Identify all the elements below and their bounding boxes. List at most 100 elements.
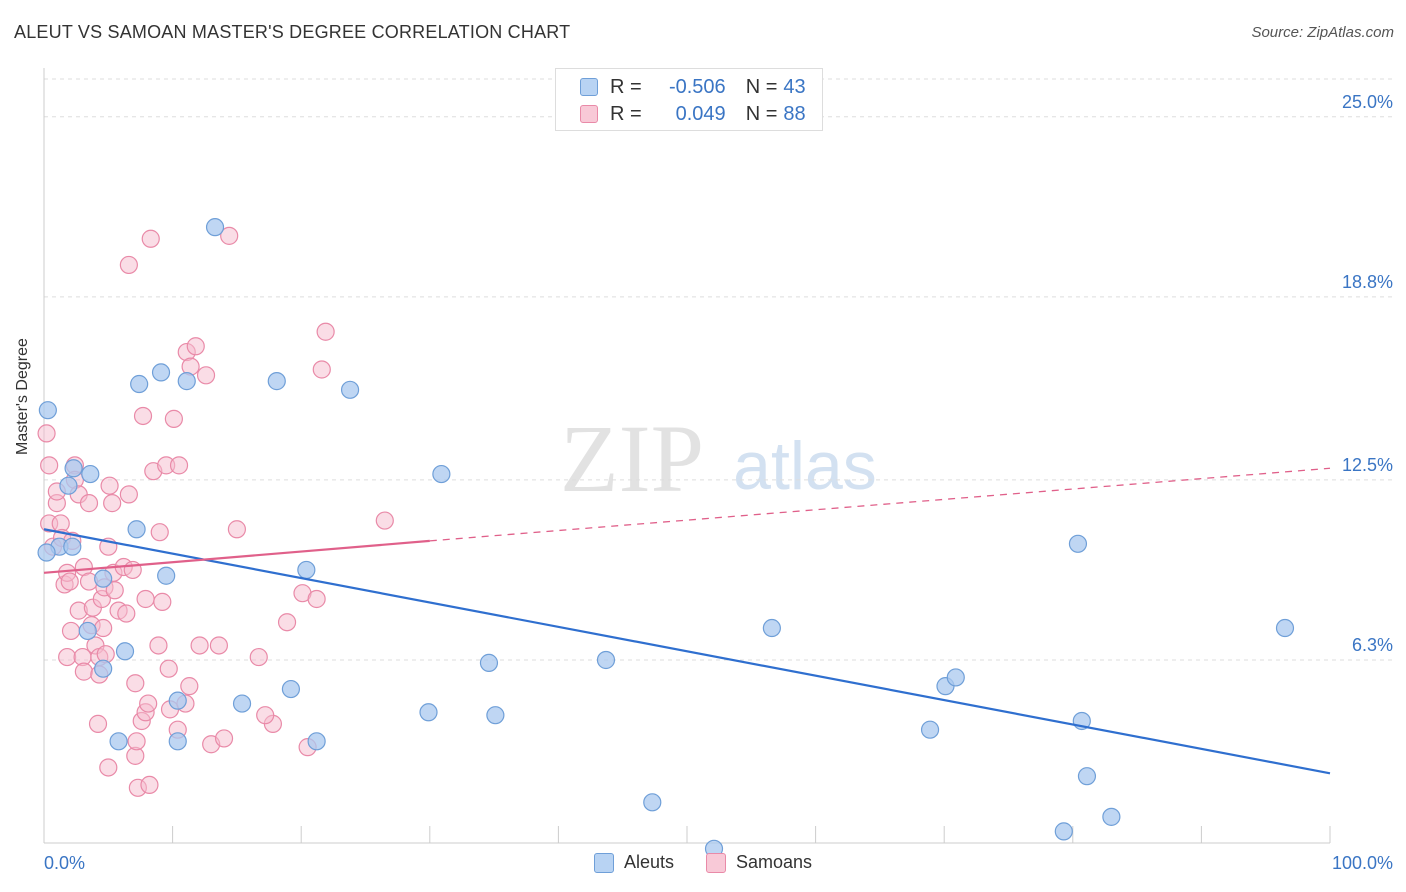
samoan-legend-swatch bbox=[705, 852, 726, 873]
legend-row-samoans: R = 0.049 N = 88 bbox=[580, 102, 806, 126]
trend-lines bbox=[43, 467, 1331, 775]
aleut-points bbox=[37, 218, 1295, 858]
samoan-point bbox=[127, 732, 146, 751]
samoan-point bbox=[186, 337, 205, 356]
samoan-point bbox=[60, 572, 79, 591]
samoan-point bbox=[103, 494, 122, 513]
x-tick-label: 0.0% bbox=[44, 853, 85, 873]
aleut-point bbox=[1077, 767, 1097, 786]
samoan-point bbox=[256, 706, 275, 725]
watermark-atlas: atlas bbox=[733, 428, 877, 504]
legend-item-aleuts: Aleuts bbox=[593, 852, 674, 873]
aleut-point bbox=[232, 694, 252, 713]
samoan-point bbox=[164, 409, 183, 428]
samoan-point bbox=[227, 520, 246, 539]
samoan-point bbox=[74, 662, 93, 681]
aleut-trend-line bbox=[43, 528, 1331, 775]
aleut-legend-swatch bbox=[593, 852, 614, 873]
legend-n-label: N = bbox=[745, 75, 778, 98]
samoan-point bbox=[99, 758, 118, 777]
aleut-point bbox=[63, 537, 82, 556]
samoan-point bbox=[149, 636, 168, 655]
aleut-point bbox=[307, 732, 326, 751]
samoan-point bbox=[277, 613, 297, 632]
aleut-point bbox=[1068, 534, 1088, 553]
axes bbox=[43, 68, 1331, 844]
aleut-point bbox=[38, 401, 57, 420]
aleut-swatch bbox=[580, 78, 598, 96]
aleut-point bbox=[281, 679, 301, 699]
aleut-point bbox=[1054, 822, 1073, 841]
samoan-point bbox=[119, 485, 138, 504]
stats-legend: R = -0.506 N = 43 R = 0.049 N = 88 bbox=[555, 68, 823, 131]
samoan-point bbox=[159, 659, 178, 678]
samoan-point bbox=[105, 581, 124, 600]
aleut-point bbox=[486, 706, 505, 725]
samoan-point bbox=[312, 360, 331, 379]
aleut-point bbox=[177, 372, 196, 391]
samoan-point bbox=[140, 775, 159, 795]
aleut-point bbox=[479, 653, 499, 672]
y-tick-label: 12.5% bbox=[1342, 455, 1393, 475]
legend-row-aleuts: R = -0.506 N = 43 bbox=[580, 75, 806, 99]
samoan-point bbox=[79, 494, 99, 513]
aleut-point bbox=[419, 703, 438, 722]
samoan-point bbox=[375, 511, 394, 530]
aleut-point bbox=[127, 520, 146, 539]
samoan-point bbox=[180, 677, 199, 696]
aleut-point bbox=[157, 566, 176, 585]
samoan-point bbox=[190, 636, 209, 655]
aleut-point bbox=[596, 650, 616, 670]
samoan-point bbox=[37, 424, 56, 443]
samoan-point bbox=[94, 618, 113, 638]
samoan-point bbox=[40, 456, 59, 475]
samoan-point bbox=[249, 647, 268, 667]
aleut-point bbox=[432, 464, 451, 484]
samoan-trend-line bbox=[43, 539, 430, 574]
samoan-point bbox=[196, 366, 216, 385]
aleut-point bbox=[205, 218, 225, 237]
aleut-point bbox=[109, 732, 128, 751]
samoan-point bbox=[61, 621, 81, 641]
aleut-point bbox=[94, 659, 113, 678]
aleut-point bbox=[130, 374, 149, 394]
samoan-point bbox=[307, 589, 326, 609]
aleut-point bbox=[946, 668, 965, 687]
aleut-point bbox=[94, 569, 113, 588]
samoan-point bbox=[117, 604, 136, 623]
samoan-legend-label: Samoans bbox=[735, 852, 813, 872]
legend-n-value: 88 bbox=[783, 102, 806, 125]
samoan-point bbox=[220, 226, 239, 245]
aleut-point bbox=[168, 691, 187, 710]
aleut-point bbox=[643, 793, 662, 812]
samoan-point bbox=[139, 694, 158, 713]
legend-r-value: 0.049 bbox=[675, 102, 726, 125]
aleut-point bbox=[267, 372, 286, 391]
samoan-points bbox=[37, 226, 394, 797]
aleut-legend-label: Aleuts bbox=[623, 852, 674, 872]
samoan-point bbox=[153, 592, 172, 611]
aleut-point bbox=[297, 560, 316, 580]
samoan-point bbox=[126, 674, 145, 693]
legend-n-label: N = bbox=[745, 102, 778, 125]
aleut-point bbox=[59, 476, 78, 495]
watermark: ZIP atlas bbox=[560, 405, 877, 512]
samoan-point bbox=[58, 647, 77, 667]
samoan-point bbox=[316, 322, 335, 341]
samoan-swatch bbox=[580, 105, 598, 123]
samoan-point bbox=[119, 255, 138, 275]
samoan-point bbox=[88, 714, 108, 733]
samoan-point bbox=[141, 229, 160, 248]
y-tick-label: 18.8% bbox=[1342, 272, 1393, 292]
y-axis-label: Master's Degree bbox=[14, 338, 31, 455]
tick-labels: 6.3% 12.5% 18.8% 25.0% 0.0% 100.0% bbox=[44, 92, 1393, 873]
chart-title: ALEUT VS SAMOAN MASTER'S DEGREE CORRELAT… bbox=[14, 22, 571, 42]
legend-r-label: R = bbox=[610, 75, 642, 98]
aleut-point bbox=[762, 618, 781, 638]
samoan-point bbox=[150, 523, 169, 542]
aleut-point bbox=[1102, 807, 1121, 826]
legend-r-value: -0.506 bbox=[668, 75, 726, 98]
aleut-point bbox=[1275, 618, 1295, 638]
legend-n-value: 43 bbox=[783, 75, 806, 98]
